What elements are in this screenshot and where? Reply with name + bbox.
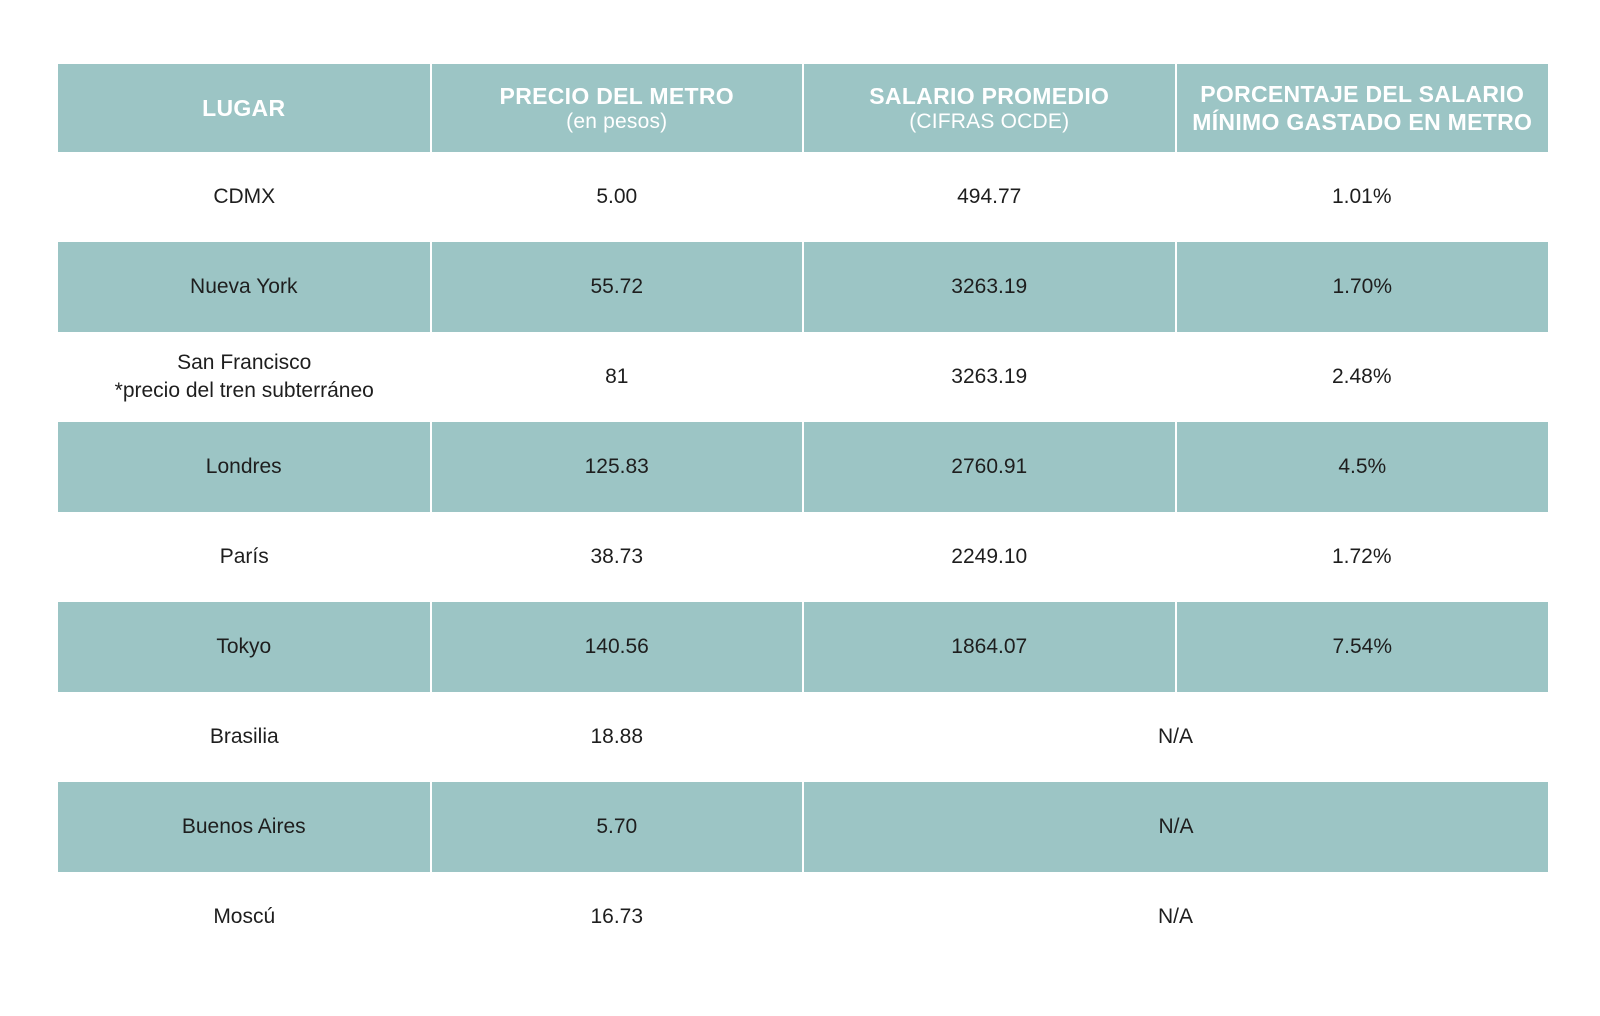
cell-porcentaje: 1.01% — [1331, 185, 1392, 208]
cell-lugar-name: San Francisco — [177, 351, 312, 374]
cell-precio: 125.83 — [429, 422, 803, 512]
cell-precio: 81 — [605, 365, 629, 388]
table-row: Londres 125.83 2760.91 4.5% — [58, 422, 1548, 512]
header-title: PRECIO DEL METRO — [499, 83, 734, 109]
cell-not-available: N/A — [802, 782, 1548, 872]
table-row: Buenos Aires 5.70 N/A — [58, 782, 1548, 872]
header-porcentaje: PORCENTAJE DEL SALARIO MÍNIMO GASTADO EN… — [1174, 64, 1548, 152]
cell-porcentaje: 7.54% — [1174, 602, 1548, 692]
cell-precio: 38.73 — [590, 545, 644, 568]
cell-salario: 2249.10 — [951, 545, 1028, 568]
header-title-line-1: PORCENTAJE DEL SALARIO — [1200, 81, 1525, 107]
header-title-line-2: MÍNIMO GASTADO EN METRO — [1192, 109, 1533, 135]
cell-porcentaje: 1.72% — [1331, 545, 1392, 568]
cell-salario: 494.77 — [957, 185, 1022, 208]
cell-salario: 3263.19 — [802, 242, 1176, 332]
header-salario: SALARIO PROMEDIO (CIFRAS OCDE) — [802, 64, 1176, 152]
header-row: LUGAR PRECIO DEL METRO (en pesos) SALARI… — [58, 64, 1548, 152]
table-row: Moscú 16.73 N/A — [58, 872, 1548, 962]
cell-not-available: N/A — [1157, 905, 1193, 928]
cell-lugar: Londres — [205, 455, 282, 478]
header-subtitle: (en pesos) — [566, 110, 668, 133]
table-row: Nueva York 55.72 3263.19 1.70% — [58, 242, 1548, 332]
cell-lugar: CDMX — [213, 185, 276, 208]
cell-precio: 16.73 — [590, 905, 644, 928]
table-row: París 38.73 2249.10 1.72% — [58, 512, 1548, 602]
cell-precio: 55.72 — [429, 242, 803, 332]
header-lugar: LUGAR — [58, 64, 431, 152]
header-precio: PRECIO DEL METRO (en pesos) — [429, 64, 803, 152]
cell-porcentaje: 1.70% — [1174, 242, 1548, 332]
cell-porcentaje: 2.48% — [1331, 365, 1392, 388]
table-row: Tokyo 140.56 1864.07 7.54% — [58, 602, 1548, 692]
cell-lugar: Tokyo — [216, 635, 272, 658]
table-header: LUGAR PRECIO DEL METRO (en pesos) SALARI… — [58, 64, 1548, 152]
cell-salario: 3263.19 — [951, 365, 1028, 388]
cell-lugar: Nueva York — [190, 275, 298, 298]
header-title: LUGAR — [202, 95, 286, 121]
cell-lugar: San Francisco *precio del tren subterrán… — [58, 332, 431, 422]
cell-not-available: N/A — [1157, 725, 1193, 748]
cell-precio: 140.56 — [429, 602, 803, 692]
cell-precio: 18.88 — [590, 725, 644, 748]
cell-lugar: Buenos Aires — [181, 815, 306, 838]
cell-lugar: Moscú — [213, 905, 276, 928]
cell-lugar-note: *precio del tren subterráneo — [114, 379, 374, 402]
table-body: CDMX 5.00 494.77 1.01% Nueva York 55.72 … — [58, 152, 1548, 962]
cell-salario: 2760.91 — [802, 422, 1176, 512]
header-subtitle: (CIFRAS OCDE) — [909, 110, 1070, 133]
metro-price-table: LUGAR PRECIO DEL METRO (en pesos) SALARI… — [58, 64, 1548, 962]
cell-porcentaje: 4.5% — [1174, 422, 1548, 512]
cell-lugar: Brasilia — [209, 725, 279, 748]
cell-precio: 5.70 — [429, 782, 803, 872]
cell-salario: 1864.07 — [802, 602, 1176, 692]
cell-precio: 5.00 — [596, 185, 638, 208]
table-row: CDMX 5.00 494.77 1.01% — [58, 152, 1548, 242]
table-row: Brasilia 18.88 N/A — [58, 692, 1548, 782]
table-row: San Francisco *precio del tren subterrán… — [58, 332, 1548, 422]
header-title: SALARIO PROMEDIO — [869, 83, 1110, 109]
cell-lugar: París — [219, 545, 269, 568]
